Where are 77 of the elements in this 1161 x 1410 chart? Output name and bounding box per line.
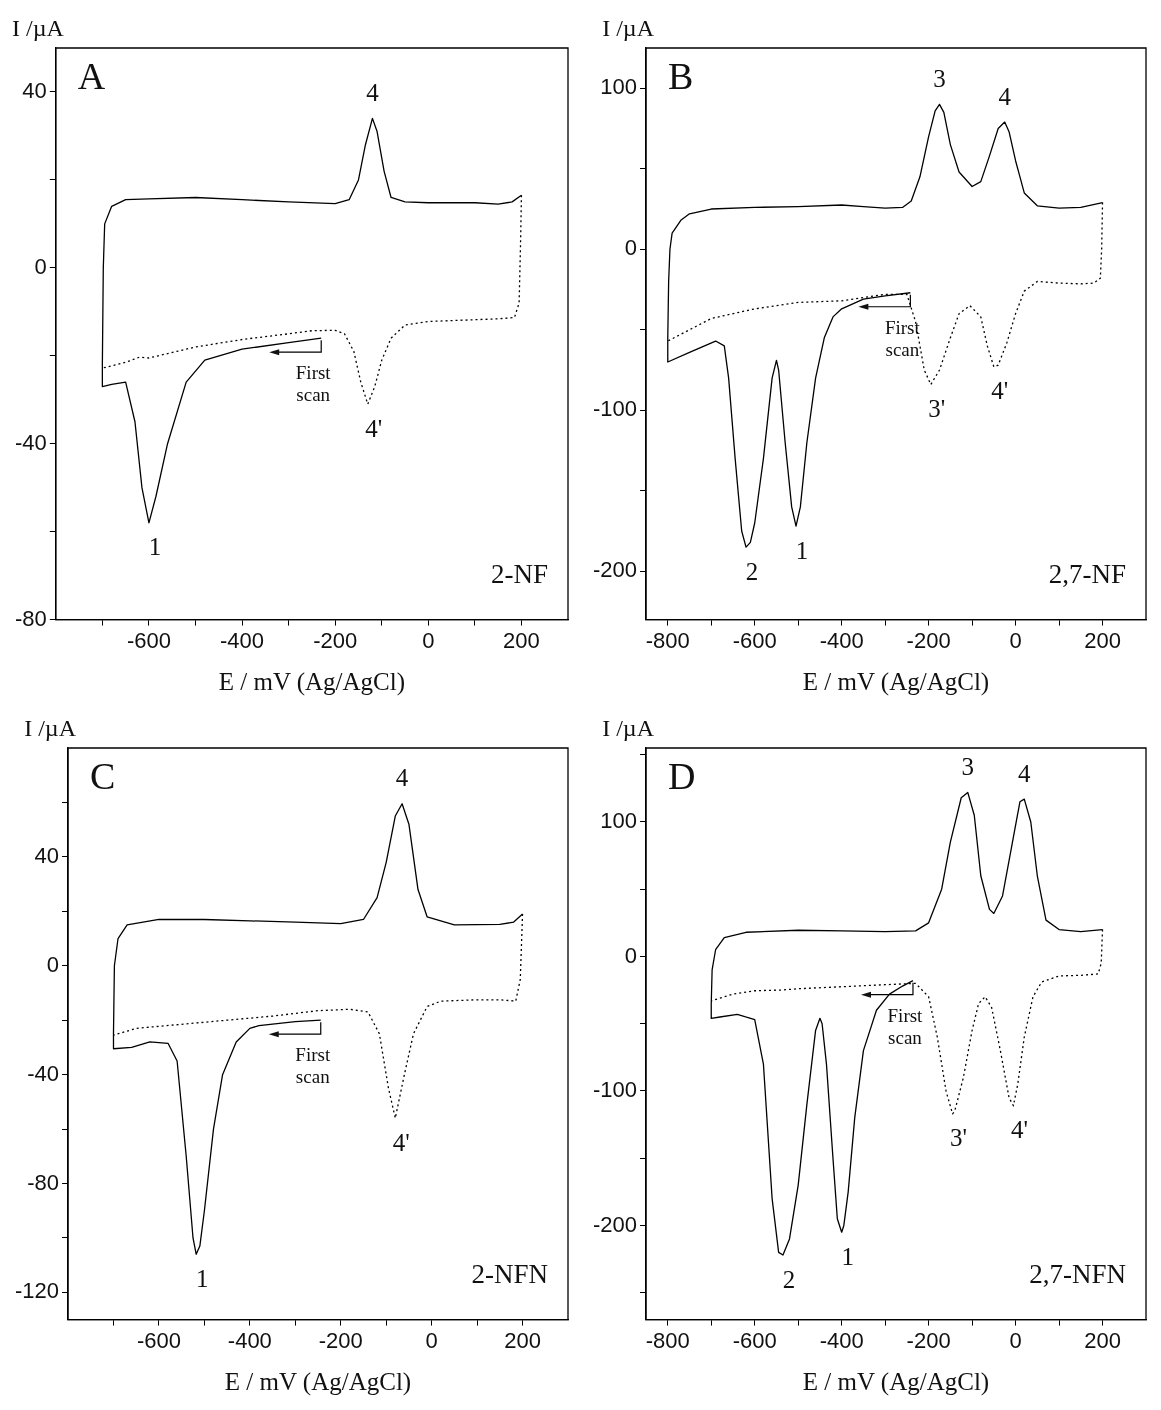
x-tick-label: -400 xyxy=(220,627,265,653)
annotation: 3' xyxy=(950,1124,968,1152)
annotation: 4 xyxy=(395,764,409,792)
y-tick-label: -100 xyxy=(592,396,638,422)
x-tick-label: -800 xyxy=(645,1327,690,1353)
y-tick-label: -100 xyxy=(592,1077,638,1103)
y-tick-label: -40 xyxy=(15,429,47,455)
annotation: First scan xyxy=(887,1004,924,1048)
y-axis-title: I /µA xyxy=(11,15,65,42)
x-axis-title: E / mV (Ag/AgCl) xyxy=(224,1367,412,1396)
annotation: 3 xyxy=(933,64,946,92)
annotation: 4' xyxy=(365,414,383,442)
text: 2,7-NF xyxy=(1048,559,1126,590)
x-axis-title: E / mV (Ag/AgCl) xyxy=(802,667,990,696)
y-tick-label: 0 xyxy=(46,951,60,977)
x-axis-title: E / mV (Ag/AgCl) xyxy=(218,667,406,696)
x-tick-label: 200 xyxy=(1084,1327,1121,1353)
annotation: 3' xyxy=(928,395,946,423)
y-tick-label: -80 xyxy=(27,1169,60,1195)
y-tick-label: 0 xyxy=(624,942,638,968)
annotation: 4 xyxy=(366,78,380,106)
annotation: 1 xyxy=(795,536,809,564)
annotation: 4' xyxy=(991,377,1009,405)
y-tick-label: -120 xyxy=(14,1278,60,1304)
x-tick-label: -200 xyxy=(906,627,951,653)
annotation: 4 xyxy=(1018,759,1032,787)
x-tick-label: -400 xyxy=(819,627,864,653)
x-tick-label: 200 xyxy=(1084,627,1121,653)
x-tick-label: -400 xyxy=(227,1327,272,1353)
x-tick-label: 0 xyxy=(1009,627,1022,653)
y-tick-label: -40 xyxy=(27,1060,60,1086)
x-tick-label: -400 xyxy=(819,1327,864,1353)
annotation: First scan xyxy=(884,316,921,360)
x-tick-label: -600 xyxy=(732,627,777,653)
y-tick-label: 100 xyxy=(600,808,638,834)
y-tick-label: 0 xyxy=(34,253,47,279)
annotation: 4 xyxy=(998,82,1012,110)
annotation: 2 xyxy=(745,557,759,585)
y-tick-label: -80 xyxy=(15,605,47,631)
x-tick-label: -800 xyxy=(645,627,690,653)
chart-title: A xyxy=(77,54,106,97)
y-tick-label: 40 xyxy=(34,842,60,868)
annotation: 1 xyxy=(841,1242,854,1270)
y-tick-label: 40 xyxy=(22,78,47,104)
annotation: 3 xyxy=(961,752,974,780)
text: 2,7-NFN xyxy=(1029,1259,1126,1290)
y-tick-label: -200 xyxy=(592,557,638,583)
y-axis-title: I /µA xyxy=(602,715,655,742)
y-tick-label: 0 xyxy=(624,235,638,261)
text: 2-NF xyxy=(490,559,548,590)
x-tick-label: 200 xyxy=(503,627,540,653)
y-tick-label: 100 xyxy=(600,74,638,100)
x-tick-label: 0 xyxy=(422,627,435,653)
text: 2-NFN xyxy=(471,1259,548,1290)
x-tick-label: -600 xyxy=(732,1327,777,1353)
x-tick-label: 200 xyxy=(504,1327,541,1353)
y-axis-title: I /µA xyxy=(24,715,77,742)
annotation: 1 xyxy=(195,1264,209,1292)
annotation: First scan xyxy=(295,362,332,406)
x-tick-label: -200 xyxy=(313,627,358,653)
chart-title: B xyxy=(668,54,694,97)
annotation: 1 xyxy=(148,533,162,561)
x-tick-label: -200 xyxy=(906,1327,951,1353)
x-tick-label: -200 xyxy=(318,1327,363,1353)
x-tick-label: -600 xyxy=(136,1327,181,1353)
x-tick-label: 0 xyxy=(1009,1327,1022,1353)
y-axis-title: I /µA xyxy=(602,15,655,42)
x-tick-label: -600 xyxy=(126,627,171,653)
chart-title: C xyxy=(90,754,116,797)
annotation: 4' xyxy=(392,1128,410,1156)
annotation: 2 xyxy=(782,1265,796,1293)
annotation: First scan xyxy=(295,1044,331,1088)
x-axis-title: E / mV (Ag/AgCl) xyxy=(802,1367,990,1396)
chart-title: D xyxy=(668,754,696,797)
annotation: 4' xyxy=(1010,1116,1028,1144)
y-tick-label: -200 xyxy=(592,1211,638,1237)
x-tick-label: 0 xyxy=(425,1327,438,1353)
